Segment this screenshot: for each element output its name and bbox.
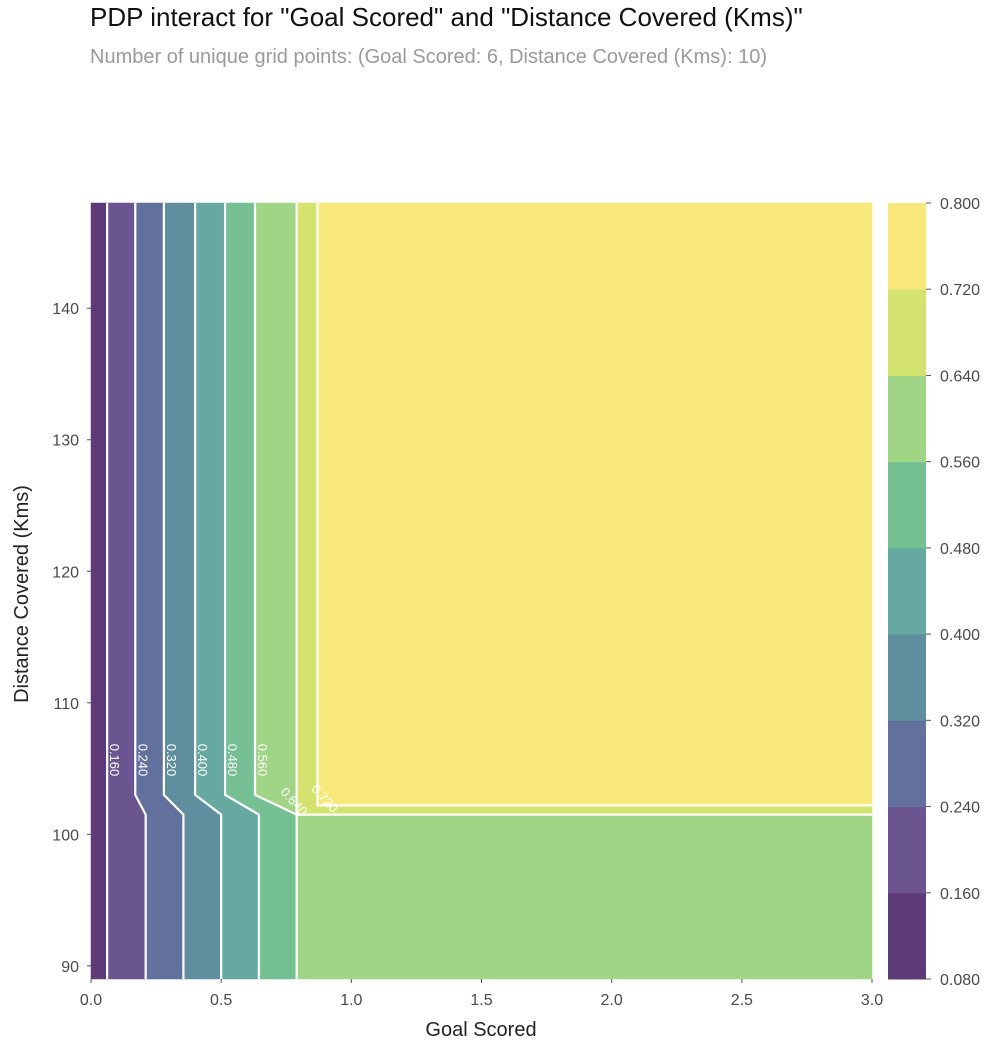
colorbar-tick-label: 0.720	[940, 282, 980, 299]
colorbar-band-4	[888, 634, 926, 721]
contour-band-1	[90, 202, 108, 980]
x-tick-label: 1.5	[470, 992, 492, 1009]
colorbar-tick-label: 0.480	[940, 541, 980, 558]
contour-line-0.560	[253, 203, 298, 979]
chart-title: PDP interact for "Goal Scored" and "Dist…	[90, 2, 803, 32]
colorbar-band-6	[888, 461, 926, 549]
contour-label-0.560: 0.560	[255, 744, 270, 777]
contour-label-0.160: 0.160	[107, 744, 122, 777]
colorbar-tick-label: 0.640	[940, 368, 980, 385]
colorbar-band-3	[888, 720, 926, 808]
y-tick-label: 90	[61, 959, 79, 976]
contour-band-9	[317, 202, 873, 806]
colorbar-band-1	[888, 892, 926, 980]
y-tick-label: 110	[53, 696, 79, 713]
colorbar: 0.080 0.160 0.240 0.320 0.400 0.480 0.560 0.640…	[888, 196, 980, 989]
x-tick-label: 2.0	[601, 992, 623, 1009]
contour-line-0.640	[295, 203, 872, 816]
contour-line-0.320	[162, 203, 185, 979]
y-tick-label: 120	[52, 564, 79, 581]
chart-subtitle: Number of unique grid points: (Goal Scor…	[90, 46, 767, 68]
x-tick-label: 2.5	[731, 992, 753, 1009]
colorbar-tick-label: 0.560	[940, 455, 980, 472]
colorbar-band-7	[888, 375, 926, 463]
colorbar-tick-label: 0.400	[940, 627, 980, 644]
colorbar-band-5	[888, 547, 926, 635]
colorbar-tick-label: 0.080	[940, 972, 980, 989]
contour-line-0.720	[316, 203, 872, 807]
contour-line-0.480	[223, 203, 261, 979]
colorbar-tick-label: 0.320	[940, 713, 980, 730]
colorbar-band-2	[888, 806, 926, 894]
axes: 0.0 0.5 1.0 1.5 2.0 2.5 3.0 90 100 110 120 130 140	[52, 301, 883, 1009]
x-tick-label: 0.0	[80, 992, 102, 1009]
colorbar-band-8	[888, 289, 926, 376]
y-tick-label: 130	[52, 433, 79, 450]
contour-line-0.400	[194, 203, 223, 979]
x-tick-label: 1.0	[340, 992, 362, 1009]
contour-label-0.320: 0.320	[164, 744, 179, 777]
colorbar-tick-label: 0.800	[940, 196, 980, 213]
x-tick-label: 3.0	[861, 992, 883, 1009]
contour-label-0.400: 0.400	[195, 744, 210, 777]
colorbar-tick-label: 0.240	[940, 800, 980, 817]
x-axis-label: Goal Scored	[425, 1019, 536, 1041]
colorbar-band-9	[888, 203, 926, 290]
contour-label-0.240: 0.240	[135, 744, 150, 777]
colorbar-tick-label: 0.160	[940, 886, 980, 903]
contour-band-7-lower	[296, 814, 873, 980]
contour-band-7-upper	[254, 202, 297, 815]
y-axis-label: Distance Covered (Kms)	[11, 485, 33, 703]
y-tick-label: 100	[52, 827, 79, 844]
contour-label-0.480: 0.480	[225, 744, 240, 777]
contour-line-0.240	[134, 203, 147, 979]
y-tick-label: 140	[52, 301, 79, 318]
x-tick-label: 0.5	[210, 992, 232, 1009]
